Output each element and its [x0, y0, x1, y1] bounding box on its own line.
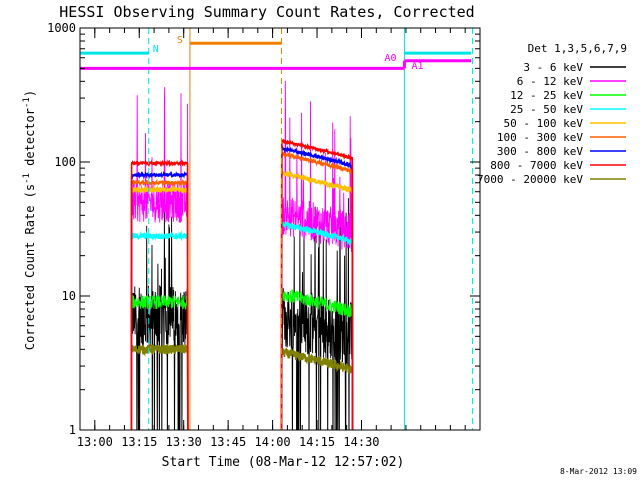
x-tick-label: 14:30	[343, 435, 379, 449]
series-line-7-interval-2	[280, 144, 354, 430]
y-tick-label: 1	[69, 423, 76, 437]
legend-label-3: 12 - 25 keV	[510, 89, 583, 102]
series-line-5-interval-2	[280, 170, 354, 430]
x-axis-label: Start Time (08-Mar-12 12:57:02)	[162, 455, 405, 470]
series-line-2-interval-1	[130, 87, 189, 430]
legend-label-6: 100 - 300 keV	[497, 131, 583, 144]
y-axis-label-main: Corrected Count Rate (s	[23, 184, 37, 350]
chart-title: HESSI Observing Summary Count Rates, Cor…	[59, 3, 474, 21]
legend-label-5: 50 - 100 keV	[504, 117, 584, 130]
series-line-8-interval-1	[130, 158, 189, 430]
saa-marker-label: S	[177, 35, 183, 46]
series-line-5-interval-1	[130, 184, 189, 430]
x-tick-label: 13:15	[121, 435, 157, 449]
attenuator-a0-label: A0	[384, 53, 396, 64]
series-line-6-interval-1	[130, 178, 189, 430]
y-axis-label-mid: detector	[23, 108, 37, 173]
series-line-7-interval-1	[130, 170, 189, 430]
series-line-4-interval-1	[130, 230, 189, 430]
series-line-3-interval-1	[130, 295, 189, 430]
y-tick-label: 10	[62, 289, 76, 303]
series-line-4-interval-2	[280, 221, 354, 430]
footer-date: 8-Mar-2012 13:09	[560, 467, 637, 476]
y-tick-label: 100	[54, 155, 76, 169]
legend-label-8: 800 - 7000 keV	[490, 159, 583, 172]
y-tick-label: 1000	[47, 21, 76, 35]
series-line-8-interval-2	[280, 138, 354, 430]
legend-label-1: 3 - 6 keV	[523, 61, 583, 74]
axes: 1 10 100 1000 13:00 13:15 13:30 13:45 14:00 14:15…	[47, 21, 481, 449]
plot-clipped	[80, 28, 474, 430]
series-line-2-interval-2	[281, 80, 354, 430]
series-line-3-interval-2	[281, 288, 353, 430]
y-axis-label-sup1: -1	[22, 173, 32, 184]
y-axis-label-end: )	[23, 90, 37, 97]
x-tick-label: 13:45	[210, 435, 246, 449]
attenuator-a1-label: A1	[411, 61, 423, 72]
y-axis-label: Corrected Count Rate (s-1 detector-1)	[22, 90, 37, 350]
x-tick-label: 13:00	[77, 435, 113, 449]
x-tick-label: 14:15	[299, 435, 335, 449]
night-marker-label: N	[153, 44, 159, 55]
plot-area: N S A0 A1	[80, 28, 474, 430]
legend-label-4: 25 - 50 keV	[510, 103, 583, 116]
x-tick-label: 14:00	[255, 435, 291, 449]
plot-frame	[79, 27, 481, 431]
series-line-6-interval-2	[280, 150, 354, 430]
legend-label-7: 300 - 800 keV	[497, 145, 583, 158]
legend-label-2: 6 - 12 keV	[517, 75, 584, 88]
legend-title: Det 1,3,5,6,7,9	[528, 42, 627, 55]
series-line-1-interval-2	[281, 198, 353, 430]
series-line-9-interval-1	[130, 342, 189, 430]
y-axis-label-sup2: -1	[22, 97, 32, 108]
x-tick-label: 13:30	[166, 435, 202, 449]
series-line-9-interval-2	[280, 345, 354, 430]
legend-label-9: 7000 - 20000 keV	[477, 173, 583, 186]
series-line-1-interval-1	[130, 202, 188, 430]
